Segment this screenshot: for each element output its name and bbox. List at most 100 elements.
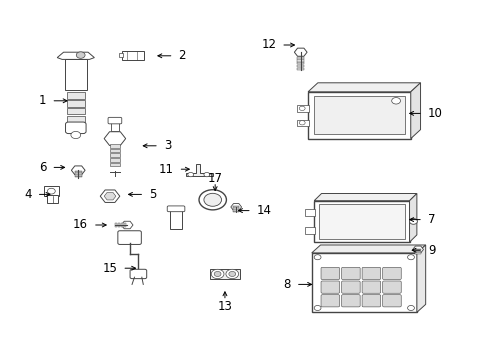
FancyBboxPatch shape xyxy=(361,294,380,307)
Text: 2: 2 xyxy=(178,49,185,62)
Circle shape xyxy=(407,305,414,310)
Bar xyxy=(67,116,84,122)
Bar xyxy=(297,105,308,112)
Polygon shape xyxy=(104,193,116,200)
FancyBboxPatch shape xyxy=(108,117,122,124)
Circle shape xyxy=(228,271,235,276)
Bar xyxy=(75,176,81,177)
Text: 14: 14 xyxy=(256,204,271,217)
Bar xyxy=(414,249,420,250)
Bar xyxy=(123,223,126,227)
Text: 7: 7 xyxy=(427,213,434,226)
Polygon shape xyxy=(104,132,125,145)
Text: 15: 15 xyxy=(102,262,117,275)
Bar xyxy=(210,269,239,279)
Circle shape xyxy=(391,98,400,104)
FancyBboxPatch shape xyxy=(341,294,359,307)
Polygon shape xyxy=(71,166,85,175)
Text: 10: 10 xyxy=(427,107,442,120)
FancyBboxPatch shape xyxy=(341,281,359,293)
Bar xyxy=(311,253,416,312)
FancyBboxPatch shape xyxy=(320,281,339,293)
Polygon shape xyxy=(57,52,94,59)
Circle shape xyxy=(299,121,305,125)
Bar xyxy=(75,174,81,176)
Circle shape xyxy=(76,52,85,58)
Polygon shape xyxy=(100,190,120,202)
FancyBboxPatch shape xyxy=(361,267,380,279)
FancyBboxPatch shape xyxy=(382,267,400,279)
Circle shape xyxy=(187,172,193,177)
FancyBboxPatch shape xyxy=(382,281,400,293)
Bar xyxy=(313,96,404,134)
Polygon shape xyxy=(410,83,420,139)
Bar xyxy=(110,158,120,162)
FancyBboxPatch shape xyxy=(341,267,359,279)
Circle shape xyxy=(203,172,209,177)
Polygon shape xyxy=(313,194,416,201)
Bar xyxy=(297,65,304,67)
Circle shape xyxy=(313,255,320,260)
Circle shape xyxy=(47,188,55,194)
Bar xyxy=(297,57,304,59)
Circle shape xyxy=(203,193,221,206)
Text: 5: 5 xyxy=(149,188,156,201)
Bar xyxy=(110,144,120,148)
Polygon shape xyxy=(307,83,420,92)
FancyBboxPatch shape xyxy=(118,231,141,244)
Bar xyxy=(122,51,144,60)
Text: 4: 4 xyxy=(24,188,32,201)
Bar xyxy=(110,153,120,157)
Polygon shape xyxy=(230,203,241,211)
Bar xyxy=(305,209,314,216)
Polygon shape xyxy=(185,164,212,176)
Circle shape xyxy=(71,131,81,139)
Bar xyxy=(414,252,420,254)
Circle shape xyxy=(407,255,414,260)
Bar xyxy=(110,163,120,166)
Bar xyxy=(233,211,239,212)
Bar xyxy=(318,204,404,238)
Text: 8: 8 xyxy=(283,278,290,291)
Bar xyxy=(44,186,59,196)
Circle shape xyxy=(313,305,320,310)
Circle shape xyxy=(409,219,416,224)
Circle shape xyxy=(211,269,224,279)
Bar xyxy=(313,201,408,242)
Bar xyxy=(111,122,119,131)
FancyBboxPatch shape xyxy=(320,294,339,307)
FancyBboxPatch shape xyxy=(361,281,380,293)
Polygon shape xyxy=(294,48,306,56)
Text: 3: 3 xyxy=(163,139,171,152)
Bar xyxy=(297,62,304,64)
FancyBboxPatch shape xyxy=(382,294,400,307)
Text: 16: 16 xyxy=(73,219,88,231)
Bar xyxy=(121,223,123,227)
Bar xyxy=(118,223,120,227)
Polygon shape xyxy=(121,221,133,229)
Bar xyxy=(233,207,239,209)
Bar xyxy=(233,206,239,207)
Polygon shape xyxy=(416,245,425,312)
Bar xyxy=(67,100,84,107)
Bar xyxy=(414,251,420,252)
Bar xyxy=(65,59,86,90)
Text: 12: 12 xyxy=(261,39,276,51)
Text: 17: 17 xyxy=(207,172,222,185)
Polygon shape xyxy=(412,246,423,253)
Bar xyxy=(297,120,308,126)
Bar xyxy=(119,53,123,57)
Text: 13: 13 xyxy=(217,300,232,312)
FancyBboxPatch shape xyxy=(65,122,86,134)
Bar xyxy=(75,172,81,174)
Text: 1: 1 xyxy=(39,94,46,107)
Bar xyxy=(305,227,314,234)
Bar xyxy=(297,59,304,62)
FancyBboxPatch shape xyxy=(130,269,146,279)
FancyBboxPatch shape xyxy=(320,267,339,279)
Polygon shape xyxy=(409,194,416,242)
Bar xyxy=(67,92,84,99)
Text: 11: 11 xyxy=(158,163,173,176)
Bar xyxy=(67,108,84,114)
Circle shape xyxy=(199,190,226,210)
